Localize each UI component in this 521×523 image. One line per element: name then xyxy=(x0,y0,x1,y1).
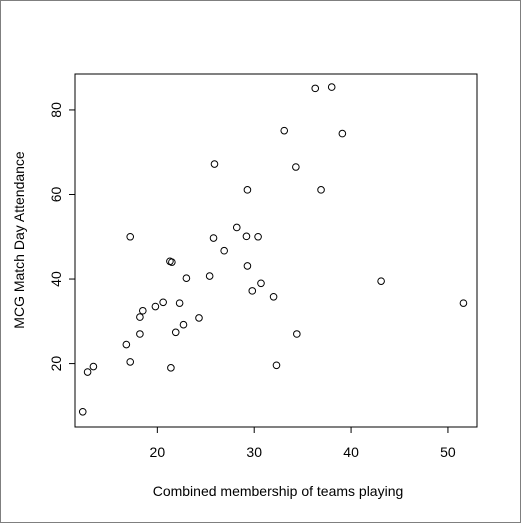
data-point xyxy=(338,129,347,138)
data-point xyxy=(182,274,191,282)
x-axis: 20 30 40 50 xyxy=(150,426,456,460)
data-point xyxy=(327,83,336,91)
data-point xyxy=(126,232,135,241)
data-point xyxy=(257,279,265,288)
data-point xyxy=(232,223,241,232)
data-point xyxy=(167,364,175,372)
data-point xyxy=(179,320,188,329)
data-point xyxy=(269,292,278,301)
x-tick-label: 30 xyxy=(246,444,262,460)
data-point xyxy=(292,163,300,171)
data-point xyxy=(89,362,98,371)
data-point xyxy=(205,272,214,280)
x-axis-title: Combined membership of teams playing xyxy=(153,483,404,499)
data-point xyxy=(126,358,135,366)
data-point xyxy=(122,340,131,349)
data-point xyxy=(136,313,144,321)
plot-area-box xyxy=(74,73,478,428)
data-point xyxy=(168,258,176,266)
data-point xyxy=(209,234,218,242)
data-point xyxy=(159,298,167,307)
data-point xyxy=(136,330,144,338)
y-tick-label: 20 xyxy=(48,356,64,372)
data-point xyxy=(243,186,252,194)
y-axis-title: MCG Match Day Attendance xyxy=(11,151,27,329)
data-point xyxy=(248,287,257,295)
data-point xyxy=(83,368,92,376)
data-point xyxy=(151,302,160,311)
data-point xyxy=(254,232,262,241)
y-tick-label: 80 xyxy=(48,102,64,118)
data-point xyxy=(243,262,252,270)
data-point xyxy=(139,306,147,315)
data-point xyxy=(280,126,289,135)
data-points xyxy=(78,83,468,416)
y-tick-label: 40 xyxy=(48,271,64,287)
data-point xyxy=(459,299,468,307)
data-point xyxy=(242,232,251,241)
data-point xyxy=(377,277,385,285)
x-tick-label: 40 xyxy=(343,444,359,460)
data-point xyxy=(78,407,87,416)
data-point xyxy=(175,299,184,307)
y-tick-label: 60 xyxy=(48,186,64,202)
data-point xyxy=(272,361,281,370)
x-tick-label: 20 xyxy=(150,444,166,460)
data-point xyxy=(317,186,325,194)
x-tick-label: 50 xyxy=(440,444,456,460)
data-point xyxy=(220,246,228,255)
data-point xyxy=(171,328,180,337)
data-point xyxy=(311,84,320,93)
y-axis: 20 40 60 80 xyxy=(48,102,76,372)
data-point xyxy=(210,160,219,168)
data-point xyxy=(195,314,203,322)
data-point xyxy=(293,330,301,338)
